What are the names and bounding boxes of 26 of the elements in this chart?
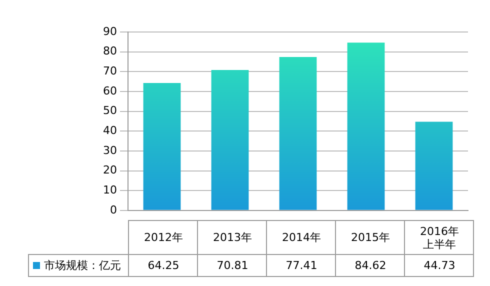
bar [415,122,453,210]
data-label: 77.41 [266,254,336,276]
data-label: 84.62 [336,254,405,276]
y-tick-label: 20 [102,164,117,177]
data-label: 44.73 [404,254,474,276]
x-tick-label: 2015年 [350,231,391,244]
bar [347,42,385,210]
x-tick-label: 2016年上半年 [418,224,460,250]
bar [211,70,249,210]
y-tick-label: 80 [102,44,117,58]
y-tick-label: 10 [102,183,117,196]
y-tick-label: 0 [110,203,117,216]
x-tick-label: 2013年 [212,231,253,244]
y-tick-label: 30 [102,144,117,157]
legend-label: 市场规模：亿元 [44,259,121,272]
y-tick-label: 50 [102,104,117,118]
y-tick-label: 40 [102,124,117,137]
y-tick-label: 70 [102,64,117,78]
bar [279,56,317,210]
data-label: 64.25 [128,254,198,276]
x-tick-label: 2012年 [142,231,184,244]
bar [143,83,181,210]
y-tick-label: 60 [102,84,117,98]
data-label: 70.81 [198,254,267,276]
y-tick-label: 90 [102,24,117,38]
x-tick-label: 2014年 [280,231,322,244]
